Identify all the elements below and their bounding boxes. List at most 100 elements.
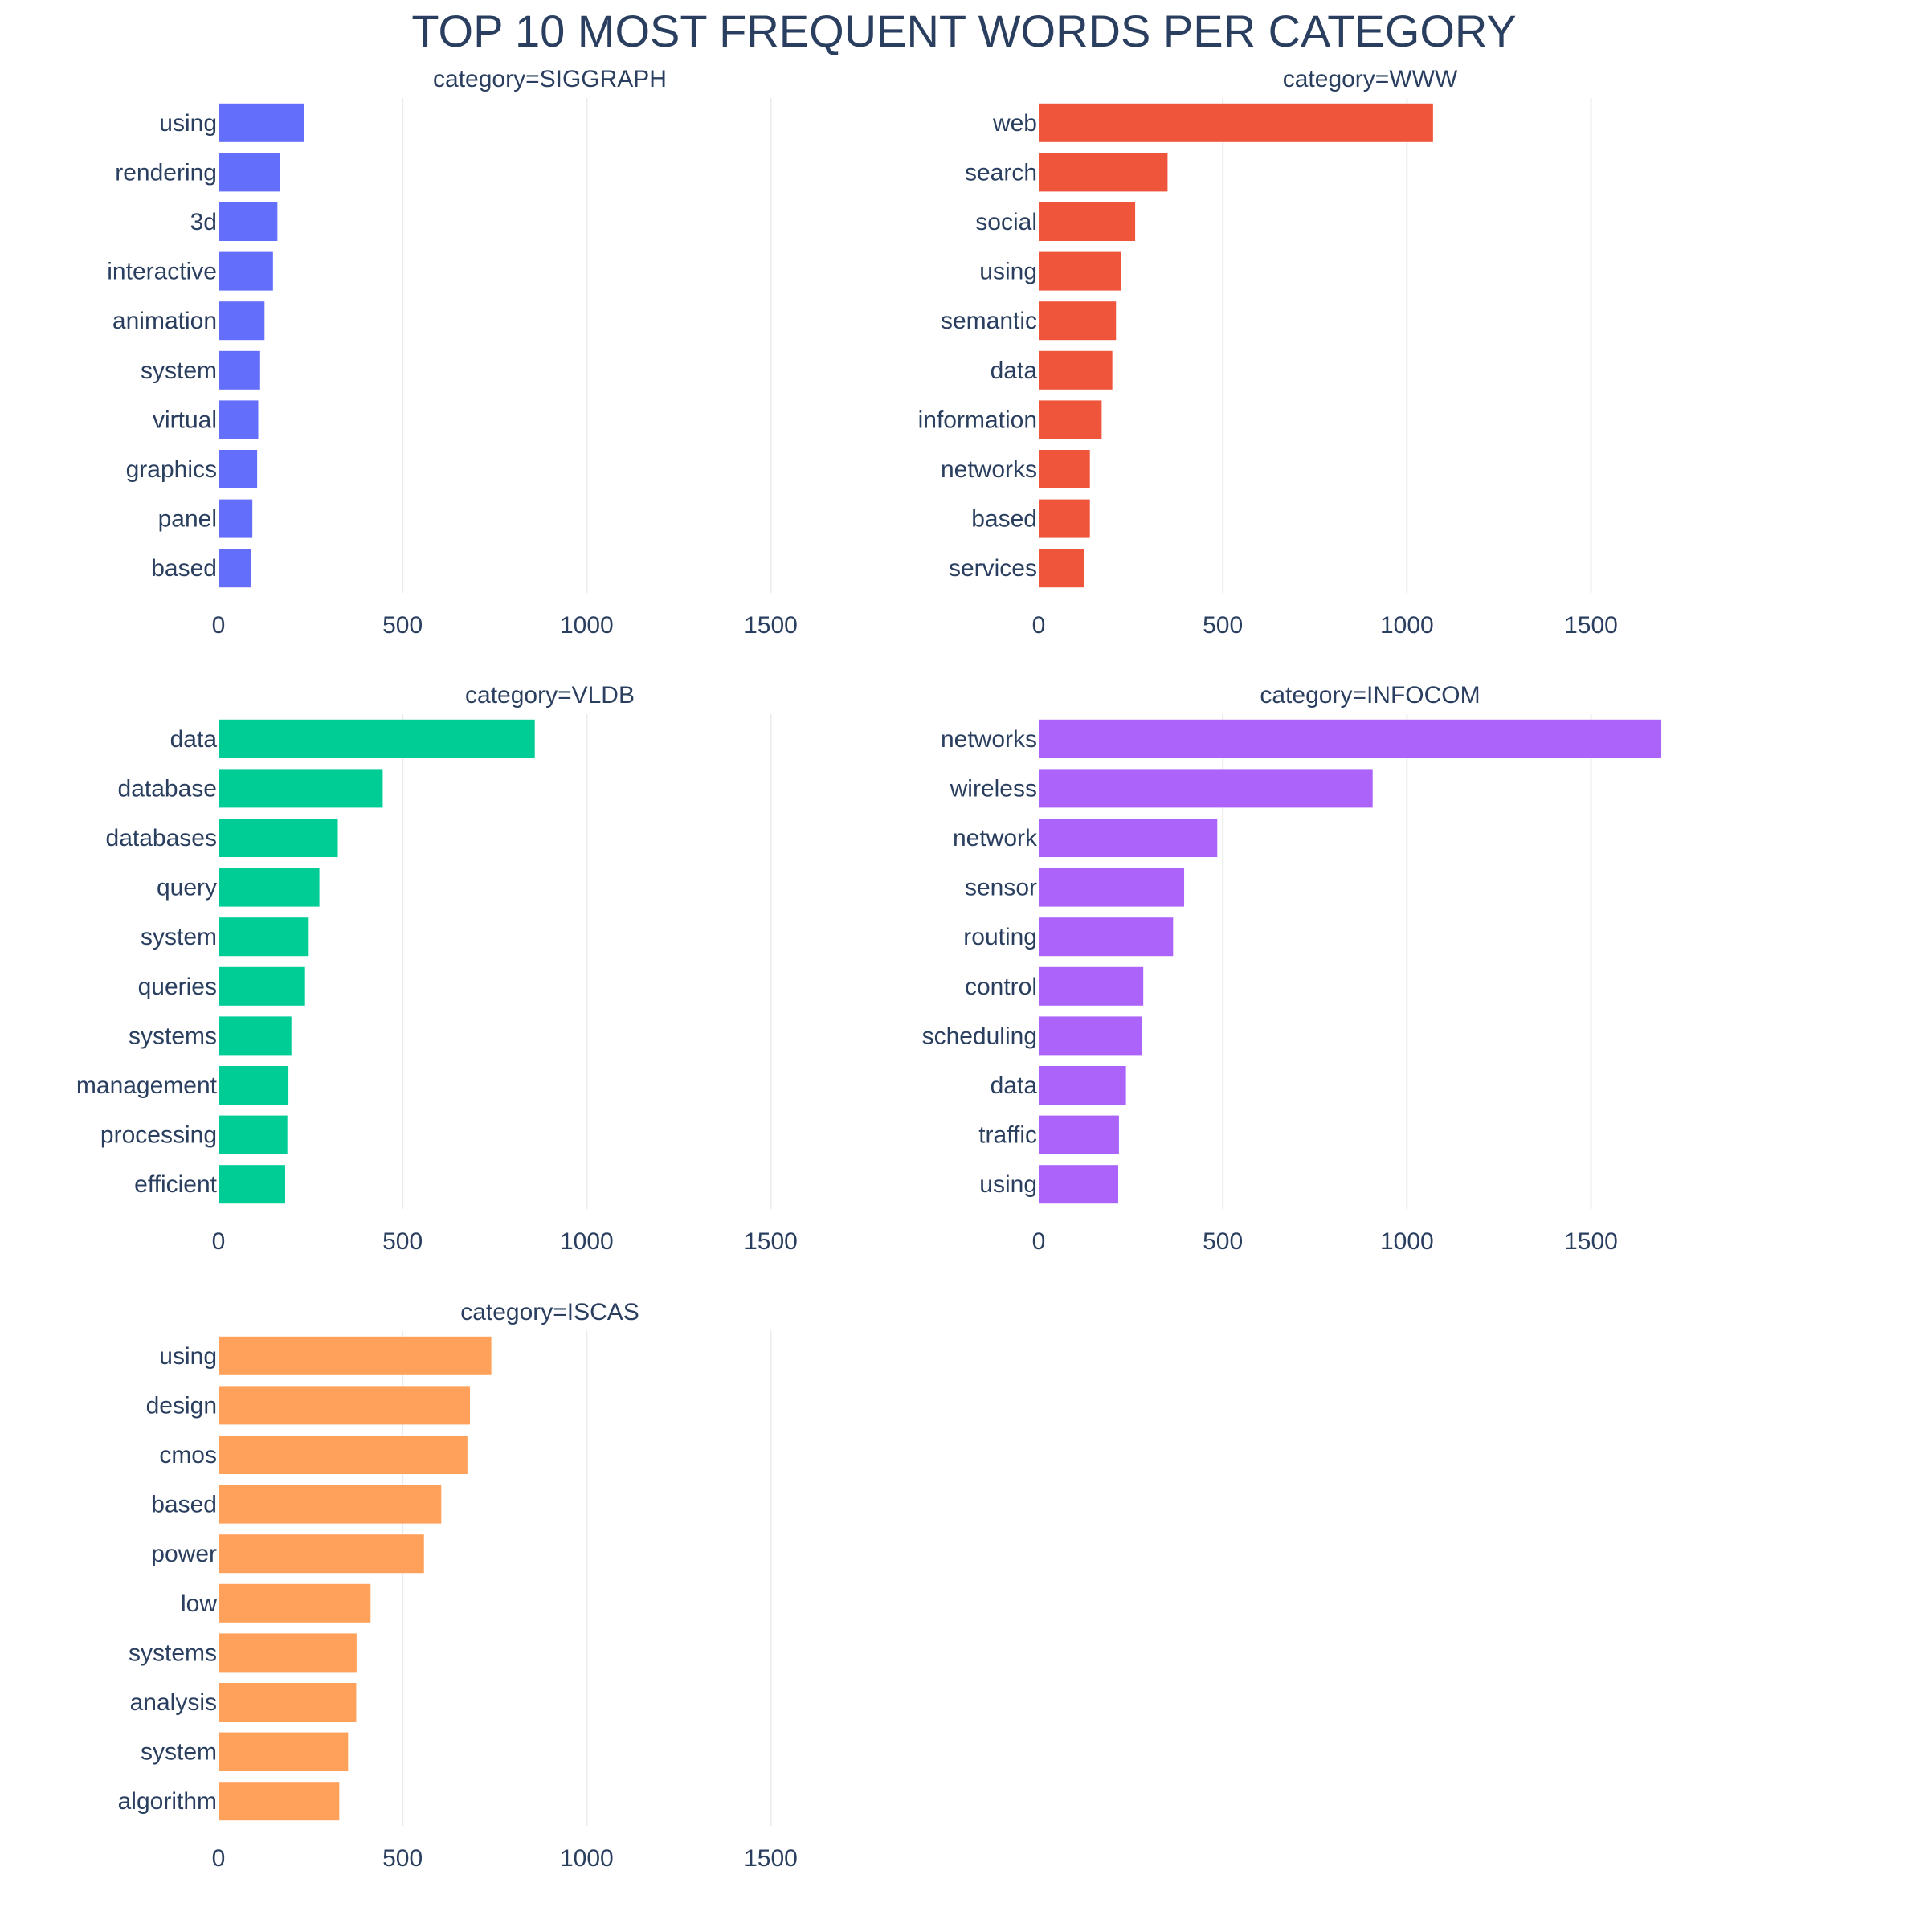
bar <box>219 400 259 439</box>
x-tick-label: 1500 <box>1564 1228 1618 1255</box>
category-tick-label: networks <box>941 726 1037 753</box>
bar <box>219 301 265 341</box>
panel-title: category=WWW <box>1283 66 1458 92</box>
bar <box>1039 251 1121 291</box>
category-tick-label: power <box>151 1541 217 1567</box>
category-tick-label: networks <box>941 456 1037 483</box>
bar <box>219 1782 340 1821</box>
panel-title: category=SIGGRAPH <box>433 66 667 92</box>
facet-panel-3: category=INFOCOM networks wireless network s… <box>922 682 1662 1255</box>
category-tick-label: based <box>971 506 1037 533</box>
panel-title: category=ISCAS <box>460 1299 639 1325</box>
category-tick-label: using <box>159 1343 217 1370</box>
bar <box>219 819 338 857</box>
category-tick-label: search <box>965 159 1037 186</box>
bar <box>1039 450 1090 488</box>
category-tick-label: low <box>181 1591 217 1617</box>
x-tick-label: 0 <box>1032 612 1046 639</box>
chart-title: TOP 10 MOST FREQUENT WORDS PER CATEGORY <box>411 6 1516 56</box>
category-tick-label: 3d <box>190 209 217 235</box>
category-tick-label: semantic <box>941 308 1037 334</box>
category-tick-label: management <box>76 1072 218 1099</box>
category-tick-label: efficient <box>134 1171 218 1198</box>
x-tick-label: 1000 <box>560 1845 614 1872</box>
facet-panel-0: category=SIGGRAPH using rendering 3d interac… <box>107 66 798 639</box>
category-tick-label: traffic <box>978 1122 1037 1149</box>
category-tick-label: control <box>965 974 1037 1000</box>
bar <box>219 1115 288 1154</box>
bar <box>1039 769 1373 808</box>
category-tick-label: graphics <box>126 456 217 483</box>
bar <box>219 868 320 907</box>
bar <box>1039 1066 1126 1105</box>
bar <box>1039 917 1174 957</box>
bar <box>1039 400 1102 439</box>
category-tick-label: processing <box>100 1122 217 1149</box>
bar <box>1039 719 1662 758</box>
category-tick-label: using <box>159 110 217 137</box>
bar <box>219 153 280 192</box>
bar <box>219 450 258 488</box>
bar <box>1039 966 1144 1006</box>
category-tick-label: cmos <box>159 1442 217 1468</box>
category-tick-label: network <box>953 825 1038 852</box>
x-tick-label: 1000 <box>1380 612 1434 639</box>
category-tick-label: data <box>991 1072 1038 1099</box>
bar <box>1039 1016 1142 1056</box>
bar <box>1039 202 1136 241</box>
bar <box>1039 350 1113 390</box>
bar <box>219 1436 468 1474</box>
category-tick-label: sensor <box>965 875 1037 901</box>
bar <box>219 769 383 808</box>
facet-panel-2: category=VLDB data database databases query s… <box>76 682 798 1255</box>
category-tick-label: system <box>141 1739 217 1766</box>
bar <box>219 499 253 538</box>
bar <box>1039 499 1090 538</box>
x-tick-label: 500 <box>382 1845 423 1872</box>
category-tick-label: based <box>151 1492 217 1518</box>
bar <box>1039 1165 1118 1204</box>
category-tick-label: based <box>151 555 217 582</box>
panel-title: category=VLDB <box>465 682 635 709</box>
x-tick-label: 500 <box>1203 612 1243 639</box>
category-tick-label: systems <box>129 1640 217 1666</box>
bar <box>1039 1115 1119 1154</box>
category-tick-label: data <box>991 357 1038 384</box>
bar <box>1039 301 1117 341</box>
x-tick-label: 1500 <box>744 612 798 639</box>
x-tick-label: 1000 <box>560 612 614 639</box>
category-tick-label: systems <box>129 1023 217 1049</box>
x-tick-label: 500 <box>1203 1228 1243 1255</box>
category-tick-label: analysis <box>130 1689 217 1716</box>
bar <box>219 1683 357 1722</box>
bar <box>219 1583 371 1623</box>
category-tick-label: databases <box>106 825 217 852</box>
bar <box>219 1336 492 1375</box>
category-tick-label: virtual <box>153 406 217 433</box>
category-tick-label: scheduling <box>922 1023 1037 1049</box>
category-tick-label: data <box>170 726 218 753</box>
category-tick-label: query <box>157 875 217 901</box>
facet-panel-1: category=WWW web search social using semantic… <box>918 66 1618 639</box>
bar <box>219 103 304 142</box>
x-tick-label: 1500 <box>744 1228 798 1255</box>
bar <box>219 1386 471 1425</box>
x-tick-label: 0 <box>212 1845 226 1872</box>
x-tick-label: 500 <box>382 1228 423 1255</box>
category-tick-label: algorithm <box>118 1788 217 1815</box>
bar <box>219 251 273 291</box>
category-tick-label: information <box>918 406 1037 433</box>
category-tick-label: rendering <box>115 159 217 186</box>
category-tick-label: system <box>141 357 217 384</box>
bar <box>219 202 278 241</box>
facet-panel-4: category=ISCAS using design cmos based power l… <box>118 1299 798 1872</box>
x-tick-label: 1000 <box>560 1228 614 1255</box>
bar <box>1039 549 1084 588</box>
category-tick-label: system <box>141 924 217 950</box>
category-tick-label: routing <box>963 924 1037 950</box>
x-tick-label: 1500 <box>744 1845 798 1872</box>
category-tick-label: web <box>992 110 1037 137</box>
bar <box>219 1732 349 1771</box>
